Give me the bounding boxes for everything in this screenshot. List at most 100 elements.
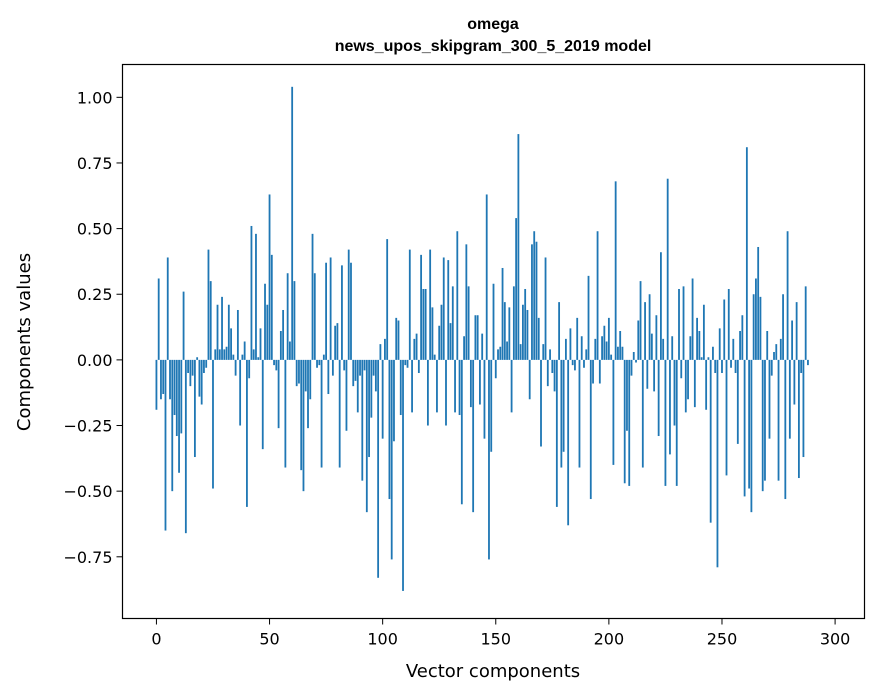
bar [531,244,533,360]
bar [660,252,662,360]
bar [632,352,635,360]
bar [309,359,312,400]
bar [363,359,366,371]
bar [583,359,585,368]
bar [770,359,773,376]
bar [745,147,748,360]
bar [610,354,613,360]
bar [298,359,300,384]
bar [585,349,588,360]
bar [519,344,522,360]
x-tick-label: 200 [594,630,625,649]
bar [791,320,794,360]
bar [718,328,721,360]
bar [684,359,687,413]
bar [270,254,273,360]
x-tick-label: 100 [367,630,398,649]
bar [413,338,416,360]
bar [497,349,499,360]
y-tick-label: 1.00 [77,88,113,107]
bar [277,359,280,429]
bar [580,336,583,360]
bar [456,231,459,360]
bar [320,359,323,468]
bar [510,359,513,413]
x-tick-label: 300 [820,630,851,649]
bar [648,294,651,360]
bar [644,302,646,360]
bar [334,325,337,360]
bar [207,249,210,360]
bar [465,244,468,360]
bar [533,231,536,360]
y-axis-ticks: −0.75 −0.50 −0.25 0.00 0.25 0.50 0.75 1.00 [63,88,123,567]
bar [307,359,309,429]
bar [155,359,158,410]
bar [236,309,239,360]
bar [325,262,327,360]
y-tick-label: −0.50 [63,482,112,501]
bar [243,341,246,360]
bar [682,286,685,360]
bar [657,359,660,437]
bar [447,260,450,360]
bar [736,359,739,444]
bar [705,359,708,410]
bar [350,262,352,360]
bar [481,333,484,360]
bar [687,359,689,400]
bar [700,357,703,360]
bar [440,304,443,360]
bar [553,359,556,392]
bar [592,359,594,384]
bar [460,359,463,505]
bar [451,286,454,360]
bar [479,359,481,405]
bar [381,359,384,439]
bar [696,317,698,360]
bar [293,281,296,360]
bar [748,359,751,489]
bar [442,257,445,360]
bar [675,359,678,486]
bar [714,359,717,374]
bar [653,359,656,392]
bar [594,338,597,360]
bar [752,294,755,360]
bar [187,359,190,374]
bar [216,304,219,360]
bar [741,315,744,360]
bar [397,320,400,360]
bar [264,283,266,360]
bar [472,359,475,513]
bar [664,359,667,486]
bar [512,286,515,360]
bar [626,359,628,431]
bar [433,354,436,360]
bar [221,296,223,360]
bar [388,359,391,500]
bar [417,359,420,374]
bar [707,357,710,360]
bar [275,359,278,371]
bar [322,354,325,360]
y-tick-label: 0.25 [77,285,113,304]
bar [338,359,341,468]
bar [239,359,242,426]
bar [725,359,728,476]
bar [734,359,737,374]
bar [598,359,601,384]
x-tick-label: 50 [259,630,279,649]
bar [198,359,201,397]
bar [637,320,640,360]
plot-frame [121,63,866,620]
bar [784,359,787,500]
bar [209,281,212,360]
bar [623,359,626,484]
bar [800,359,803,374]
bar [766,331,769,360]
bar [268,194,271,360]
bar [160,359,162,400]
bar [485,194,488,360]
x-tick-label: 0 [151,630,161,649]
